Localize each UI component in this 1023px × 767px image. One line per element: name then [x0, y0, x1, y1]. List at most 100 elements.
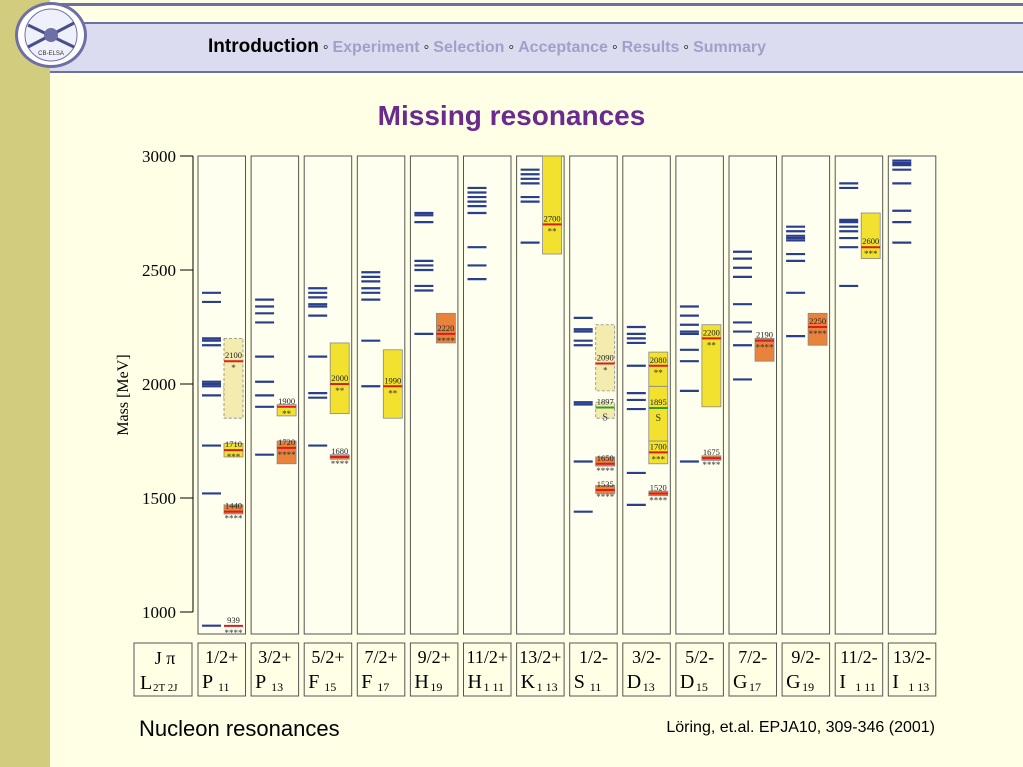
column-jp-label: 3/2- [632, 647, 661, 667]
column-sub-label: 13 [643, 680, 655, 694]
sidebar-stripe [0, 0, 50, 767]
exp-range-box [435, 312, 456, 344]
exp-rating: * [231, 363, 236, 373]
column-letter-label: S [574, 671, 585, 693]
column-label-cell [675, 642, 724, 697]
caption-nucleon-resonances: Nucleon resonances [139, 716, 340, 741]
exp-rating: *** [227, 452, 241, 462]
column-label-cell [516, 642, 565, 697]
exp-mass-label: 1650 [597, 453, 614, 463]
exp-rating: ** [654, 368, 664, 378]
exp-range-box [223, 504, 244, 515]
exp-mass-label: 1710 [225, 439, 242, 449]
exp-rating: ** [282, 409, 292, 419]
exp-mass-label: 1535 [597, 479, 614, 489]
nav-item-experiment[interactable]: Experiment [332, 39, 420, 56]
exp-rating: **** [278, 450, 297, 460]
header-l: L [140, 672, 152, 694]
column-label-cell [197, 642, 246, 697]
exp-mass-label: 1440 [225, 501, 242, 511]
y-tick-label: 1500 [142, 489, 176, 508]
exp-mass-label: 2700 [544, 213, 561, 223]
level-column [887, 155, 937, 635]
logo-text: CB-ELSA [38, 51, 64, 57]
level-column [728, 155, 777, 635]
exp-mass-label: 1675 [703, 447, 720, 457]
column-jp-label: 7/2+ [364, 647, 397, 667]
exp-rating: **** [596, 466, 615, 476]
exp-mass-label: 2100 [225, 350, 242, 360]
exp-range-box [382, 349, 403, 419]
nav-separator: ◦ [611, 39, 618, 56]
column-label-cell [569, 642, 618, 697]
exp-rating: **** [702, 460, 721, 470]
exp-range-box [276, 440, 297, 465]
exp-rating: **** [437, 336, 456, 346]
exp-range-box [648, 351, 669, 387]
level-column [569, 155, 618, 635]
column-letter-label: I [839, 671, 846, 693]
exp-mass-label: 2080 [650, 355, 667, 365]
column-sub-label: 17 [749, 680, 761, 694]
exp-range-box [542, 155, 562, 255]
column-jp-label: 1/2+ [205, 647, 238, 667]
y-tick-label: 3000 [142, 147, 176, 166]
column-label-cell [409, 642, 459, 697]
exp-rating: **** [756, 343, 775, 353]
column-jp-label: 5/2- [685, 647, 714, 667]
column-jp-label: 5/2+ [311, 647, 344, 667]
y-tick-label: 2000 [142, 375, 176, 394]
column-jp-label: 11/2- [840, 647, 877, 667]
column-jp-label: 13/2+ [519, 647, 561, 667]
exp-rating: ** [548, 226, 558, 236]
column-letter-label: F [361, 671, 372, 693]
nav-separator: ◦ [322, 39, 329, 56]
exp-rating: ** [707, 340, 717, 350]
column-label-cell [356, 642, 406, 697]
level-column [516, 155, 565, 635]
exp-rating: *** [652, 454, 666, 464]
column-sub-label: 1 11 [855, 680, 876, 694]
nav-item-acceptance[interactable]: Acceptance [518, 39, 608, 56]
exp-rating: ** [335, 386, 345, 396]
exp-rating: S [602, 412, 608, 423]
exp-mass-label: 939 [227, 615, 240, 625]
header-cell [133, 642, 193, 697]
column-jp-label: 3/2+ [258, 647, 291, 667]
y-axis-label: Mass [MeV] [115, 354, 132, 435]
exp-rating: * [603, 365, 608, 375]
column-sub-label: 17 [377, 680, 389, 694]
exp-rating: **** [596, 492, 615, 502]
column-letter-label: D [680, 671, 694, 693]
exp-range-box [701, 324, 722, 408]
exp-mass-label: 2090 [597, 352, 614, 362]
column-letter-label: G [786, 671, 800, 693]
exp-range-box [329, 342, 350, 415]
nav-item-results[interactable]: Results [621, 39, 680, 56]
exp-mass-label: 1900 [278, 396, 295, 406]
header-jpi: J π [155, 648, 176, 668]
nav-item-introduction[interactable]: Introduction [208, 36, 319, 57]
header-bar [50, 22, 1023, 73]
exp-range-box [223, 337, 244, 419]
column-jp-label: 11/2+ [467, 647, 508, 667]
exp-range-box [807, 312, 828, 346]
column-label-cell [728, 642, 777, 697]
top-rule [50, 3, 1023, 6]
column-letter-label: F [308, 671, 319, 693]
nav-item-selection[interactable]: Selection [433, 39, 505, 56]
level-column [409, 155, 459, 635]
column-letter-label: G [733, 671, 747, 693]
exp-range-box [595, 324, 616, 392]
exp-range-box [595, 456, 616, 467]
nav-separator: ◦ [423, 39, 430, 56]
column-letter-label: H [468, 671, 482, 693]
cb-elsa-logo-icon: CB-ELSA [15, 2, 87, 68]
nav-separator: ◦ [508, 39, 515, 56]
y-tick-label: 2500 [142, 261, 176, 280]
exp-rating: ** [388, 388, 398, 398]
exp-mass-label: 2000 [331, 373, 348, 383]
nav-item-summary[interactable]: Summary [693, 39, 766, 56]
section-nav: Introduction ◦ Experiment ◦ Selection ◦ Accept… [208, 36, 766, 58]
